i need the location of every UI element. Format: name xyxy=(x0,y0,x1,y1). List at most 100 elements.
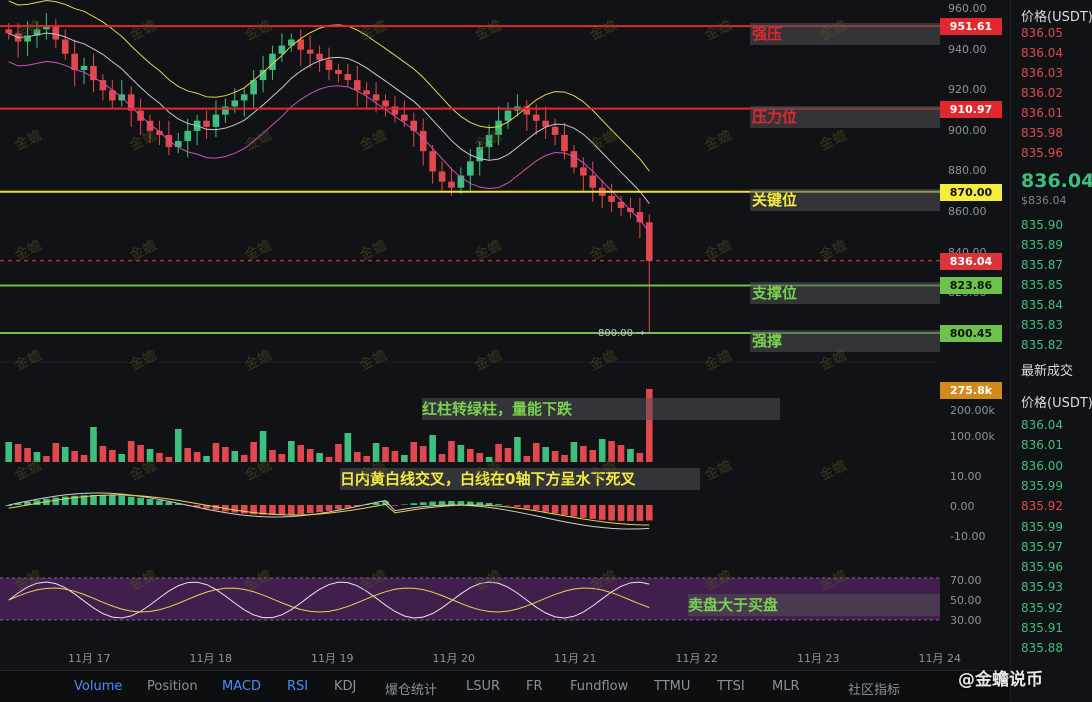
macd-bar xyxy=(514,505,521,507)
indicator-tick: 200.00k xyxy=(950,404,995,417)
macd-bar xyxy=(410,503,417,505)
candle xyxy=(335,70,342,74)
indicator-tab[interactable]: Fundflow xyxy=(570,679,628,694)
candle xyxy=(571,151,578,167)
level-label: 强撑 xyxy=(750,330,940,352)
macd-bar xyxy=(589,505,596,519)
macd-bar xyxy=(166,502,173,505)
indicator-tab[interactable]: Position xyxy=(147,679,198,694)
volume-bar xyxy=(458,445,465,462)
price-row: 836.05 xyxy=(1021,26,1063,40)
macd-bar xyxy=(241,505,248,514)
candle xyxy=(326,60,333,70)
candle xyxy=(608,196,615,202)
volume-bar xyxy=(335,444,342,462)
candle xyxy=(260,70,267,80)
price-row: 835.82 xyxy=(1021,338,1063,352)
indicator-tab[interactable]: Volume xyxy=(74,679,122,694)
price-tick: 960.00 xyxy=(948,2,987,15)
indicator-tab-bar: Volume Position MACD RSI KDJ 爆仓统计 LSUR FR Fundfl… xyxy=(0,670,1010,702)
volume-bar xyxy=(580,446,587,462)
volume-bar xyxy=(128,441,135,462)
price-row: 836.02 xyxy=(1021,86,1063,100)
candle xyxy=(505,111,512,121)
volume-bar xyxy=(15,444,22,462)
price-row: 835.98 xyxy=(1021,126,1063,140)
macd-bar xyxy=(646,505,653,520)
indicator-tab[interactable]: FR xyxy=(526,679,543,694)
price-row: 836.04 xyxy=(1021,46,1063,60)
recent-trades-header: 价格(USDT) xyxy=(1021,392,1092,411)
volume-bar xyxy=(392,451,399,462)
indicator-tab[interactable]: 爆仓统计 xyxy=(385,679,437,698)
indicator-tab[interactable]: TTSI xyxy=(717,679,745,694)
price-row: 836.01 xyxy=(1021,106,1063,120)
volume-bar xyxy=(514,437,521,462)
price-row: 835.99 xyxy=(1021,520,1063,534)
volume-bar xyxy=(533,443,540,462)
macd-bar xyxy=(307,505,314,513)
macd-bar xyxy=(279,505,286,515)
indicator-tab[interactable]: 社区指标 xyxy=(848,679,900,698)
indicator-tab[interactable]: MLR xyxy=(772,679,800,694)
macd-bar xyxy=(335,505,342,509)
macd-bar xyxy=(156,500,163,505)
candle xyxy=(448,182,455,188)
price-row: 835.88 xyxy=(1021,641,1063,655)
indicator-tab[interactable]: RSI xyxy=(287,679,308,694)
candle xyxy=(354,80,361,90)
price-row: 835.89 xyxy=(1021,238,1063,252)
volume-bar xyxy=(627,449,634,462)
volume-bar xyxy=(505,448,512,462)
macd-bar xyxy=(608,505,615,520)
volume-bar xyxy=(448,441,455,462)
price-tick: 900.00 xyxy=(948,124,987,137)
price-row: 835.83 xyxy=(1021,318,1063,332)
volume-bar xyxy=(118,454,125,462)
macd-bar xyxy=(439,501,446,505)
macd-bar xyxy=(524,505,531,508)
price-row: 835.96 xyxy=(1021,146,1063,160)
chart-area[interactable]: 800.00 → 强压压力位关键位支撑位强撑红柱转绿柱，量能下跌日内黄白线交叉，… xyxy=(0,0,1010,670)
volume-bar xyxy=(420,446,427,462)
price-row: 835.93 xyxy=(1021,580,1063,594)
price-row: 836.01 xyxy=(1021,438,1063,452)
volume-bar xyxy=(326,457,333,462)
price-row: 835.85 xyxy=(1021,278,1063,292)
candle xyxy=(203,121,210,127)
macd-bar xyxy=(618,505,625,521)
candle xyxy=(533,115,540,121)
candle xyxy=(62,40,69,54)
candle xyxy=(184,131,191,141)
order-book-panel: 价格(USDT) 836.05 836.04 836.03 836.02 836.01 8… xyxy=(1010,0,1092,701)
volume-bar xyxy=(439,454,446,462)
price-tick: 880.00 xyxy=(948,164,987,177)
macd-bar xyxy=(392,505,399,506)
level-label: 关键位 xyxy=(750,189,940,211)
candle xyxy=(81,66,88,70)
macd-bar xyxy=(147,499,154,505)
indicator-tab[interactable]: MACD xyxy=(222,679,261,694)
candle xyxy=(363,90,370,94)
candle xyxy=(53,25,60,39)
price-row: 836.03 xyxy=(1021,66,1063,80)
indicator-tick: 30.00 xyxy=(950,614,982,627)
candle xyxy=(467,161,474,175)
candle xyxy=(382,100,389,106)
volume-bar xyxy=(53,443,60,462)
volume-bar xyxy=(213,443,220,462)
macd-bar xyxy=(5,505,12,506)
indicator-tab[interactable]: LSUR xyxy=(466,679,500,694)
indicator-tab[interactable]: TTMU xyxy=(654,679,690,694)
price-axis: 960.00940.00920.00900.00880.00860.00840.… xyxy=(940,0,1010,670)
candle xyxy=(297,40,304,50)
price-row: 835.84 xyxy=(1021,298,1063,312)
candle xyxy=(307,50,314,54)
volume-bar xyxy=(589,450,596,462)
volume-bar xyxy=(288,441,295,462)
price-row: 836.04 xyxy=(1021,418,1063,432)
volume-bar xyxy=(71,451,78,462)
volume-bar xyxy=(410,442,417,462)
candle xyxy=(232,100,239,106)
indicator-tab[interactable]: KDJ xyxy=(334,679,356,694)
